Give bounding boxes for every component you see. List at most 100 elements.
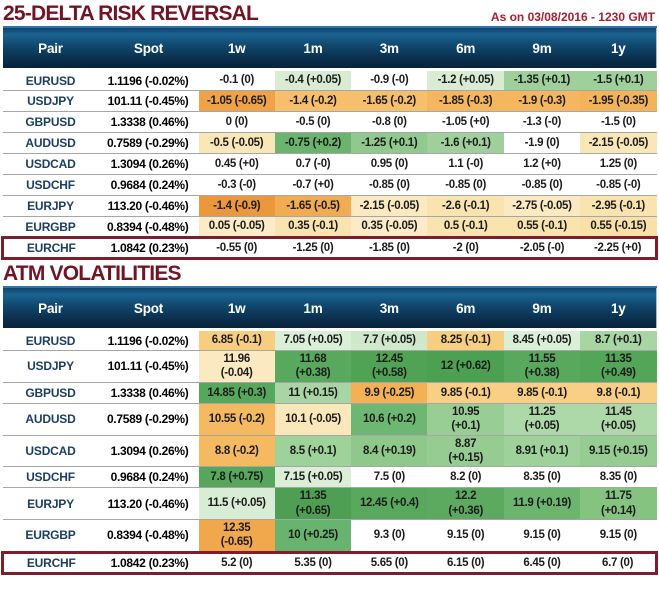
value-cell: 1.25 (0) xyxy=(580,153,657,175)
pair-cell: EURGBP xyxy=(2,216,99,238)
value-cell: -1.9 (-0.3) xyxy=(503,90,581,112)
value-cell: 0.35 (-0.1) xyxy=(274,216,352,238)
pair-cell: EURCHF xyxy=(1,236,99,260)
value-cell: 0.05 (-0.05) xyxy=(198,216,275,238)
atm-volatilities-section: ATM VOLATILITIES Pair Spot 1w 1m 3m 6m 9m 1y EU… xyxy=(0,261,659,575)
value-cell: -2 (0) xyxy=(427,236,504,260)
risk-reversal-section: 25-DELTA RISK REVERSAL As on 03/08/2016 … xyxy=(0,0,659,260)
value-cell: -2.05 (-0) xyxy=(503,236,581,260)
value-cell: 8.91 (+0.1) xyxy=(503,435,581,468)
spot-cell: 0.7589 (-0.29%) xyxy=(98,132,199,154)
value-cell: -0.1 (0) xyxy=(198,69,275,91)
table-row-eurgbp: EURGBP 0.8394 (-0.48%) 12.35 (-0.65) 10 (+0… xyxy=(2,519,657,553)
value-cell: 5.2 (0) xyxy=(198,550,275,575)
column-header-9m: 9m xyxy=(503,286,581,331)
spot-cell: 101.11 (-0.45%) xyxy=(98,350,199,383)
value-cell: 11.96 (-0.04) xyxy=(198,350,275,383)
value-cell: 1.1 (-0) xyxy=(427,153,504,175)
risk-reversal-title: 25-DELTA RISK REVERSAL xyxy=(3,1,259,25)
value-cell: 11.75 (+0.14) xyxy=(580,487,657,520)
risk-reversal-titlebar: 25-DELTA RISK REVERSAL As on 03/08/2016 … xyxy=(0,0,659,26)
pair-cell: EURUSD xyxy=(2,329,99,351)
value-cell: 8.4 (+0.19) xyxy=(351,435,428,468)
table-row-gbpusd: GBPUSD 1.3338 (0.46%) 0 (0) -0.5 (0) -0.8 (0… xyxy=(2,111,657,133)
atm-volatilities-title: ATM VOLATILITIES xyxy=(3,261,182,285)
value-cell: 8.8 (-0.2) xyxy=(198,435,275,468)
atm-volatilities-table-body: EURUSD 1.1196 (-0.02%) 6.85 (-0.1) 7.05 (+0… xyxy=(1,329,659,575)
value-cell: 0.55 (-0.1) xyxy=(503,216,581,238)
value-cell: 8.35 (0) xyxy=(580,466,657,489)
table-row-usdjpy: USDJPY 101.11 (-0.45%) 11.96 (-0.04) 11.68 … xyxy=(2,350,657,383)
spot-cell: 1.1196 (-0.02%) xyxy=(98,69,199,91)
value-cell: 12.35 (-0.65) xyxy=(198,519,275,553)
value-cell: 8.45 (+0.05) xyxy=(503,329,581,351)
column-header-pair: Pair xyxy=(2,286,99,331)
table-row-gbpusd: GBPUSD 1.3338 (0.46%) 14.85 (+0.3) 11 (+0.1… xyxy=(2,382,657,404)
value-cell: -1.95 (-0.35) xyxy=(580,90,657,112)
value-cell: -0.85 (0) xyxy=(503,174,581,196)
value-cell: 12.45 (+0.58) xyxy=(351,350,428,383)
value-cell: -0.85 (0) xyxy=(351,174,428,196)
value-cell: -2.15 (-0.05) xyxy=(580,132,657,154)
value-cell: -0.9 (-0) xyxy=(351,69,428,91)
value-cell: 11.68 (+0.38) xyxy=(274,350,352,383)
spot-cell: 1.3338 (0.46%) xyxy=(98,382,199,404)
spot-cell: 1.3094 (0.26%) xyxy=(98,435,199,468)
atm-volatilities-titlebar: ATM VOLATILITIES xyxy=(0,261,659,286)
value-cell: -0.75 (+0.2) xyxy=(274,132,352,154)
pair-cell: USDCHF xyxy=(2,466,99,489)
value-cell: -0.3 (-0) xyxy=(198,174,275,196)
value-cell: 0.55 (-0.15) xyxy=(580,216,657,238)
pair-cell: USDJPY xyxy=(2,90,99,112)
value-cell: 10.95 (+0.1) xyxy=(427,403,504,436)
value-cell: -1.05 (-0.65) xyxy=(198,90,275,112)
column-header-pair: Pair xyxy=(2,26,99,71)
column-header-6m: 6m xyxy=(427,286,504,331)
table-row-eurchf: EURCHF 1.0842 (0.23%) -0.55 (0) -1.25 (0) -1… xyxy=(1,236,659,260)
value-cell: 7.15 (+0.05) xyxy=(274,466,352,489)
value-cell: 7.7 (+0.05) xyxy=(351,329,428,351)
value-cell: -1.85 (-0.3) xyxy=(427,90,504,112)
value-cell: -1.5 (0) xyxy=(580,111,657,133)
table-row-usdcad: USDCAD 1.3094 (0.26%) 8.8 (-0.2) 8.5 (+0.1)… xyxy=(2,435,657,468)
value-cell: 9.15 (+0.15) xyxy=(580,435,657,468)
column-header-1y: 1y xyxy=(580,286,657,331)
column-header-1w: 1w xyxy=(198,286,275,331)
spot-cell: 1.0842 (0.23%) xyxy=(98,236,199,260)
column-header-6m: 6m xyxy=(427,26,504,71)
value-cell: -0.55 (0) xyxy=(198,236,275,260)
value-cell: -1.5 (+0.1) xyxy=(580,69,657,91)
risk-reversal-table-body: EURUSD 1.1196 (-0.02%) -0.1 (0) -0.4 (+0.05… xyxy=(1,69,659,260)
pair-cell: EURGBP xyxy=(2,519,99,553)
value-cell: 0.7 (-0) xyxy=(274,153,352,175)
pair-cell: AUDUSD xyxy=(2,132,99,154)
value-cell: 9.9 (-0.25) xyxy=(351,382,428,404)
value-cell: 7.8 (+0.75) xyxy=(198,466,275,489)
value-cell: 7.5 (0) xyxy=(351,466,428,489)
spot-cell: 1.3094 (0.26%) xyxy=(98,153,199,175)
value-cell: 9.3 (0) xyxy=(351,519,428,553)
value-cell: 11.35 (+0.65) xyxy=(274,487,352,520)
pair-cell: USDJPY xyxy=(2,350,99,383)
pair-cell: GBPUSD xyxy=(2,382,99,404)
pair-cell: EURUSD xyxy=(2,69,99,91)
value-cell: 12.2 (+0.36) xyxy=(427,487,504,520)
table-row-eurusd: EURUSD 1.1196 (-0.02%) 6.85 (-0.1) 7.05 (+0… xyxy=(2,329,657,351)
value-cell: -2.75 (-0.05) xyxy=(503,195,581,217)
spot-cell: 113.20 (-0.46%) xyxy=(98,487,199,520)
column-header-1w: 1w xyxy=(198,26,275,71)
value-cell: -1.65 (-0.5) xyxy=(274,195,352,217)
value-cell: -2.15 (-0.05) xyxy=(351,195,428,217)
value-cell: -1.4 (-0.9) xyxy=(198,195,275,217)
value-cell: 5.65 (0) xyxy=(351,550,428,575)
value-cell: -0.4 (+0.05) xyxy=(274,69,352,91)
value-cell: -1.25 (+0.1) xyxy=(351,132,428,154)
table-row-audusd: AUDUSD 0.7589 (-0.29%) -0.5 (-0.05) -0.75 (… xyxy=(2,132,657,154)
value-cell: -1.4 (-0.2) xyxy=(274,90,352,112)
value-cell: 8.7 (+0.1) xyxy=(580,329,657,351)
column-header-spot: Spot xyxy=(98,26,199,71)
value-cell: 11 (+0.15) xyxy=(274,382,352,404)
spot-cell: 0.8394 (-0.48%) xyxy=(98,216,199,238)
value-cell: 11.9 (+0.19) xyxy=(503,487,581,520)
column-header-1m: 1m xyxy=(274,26,352,71)
